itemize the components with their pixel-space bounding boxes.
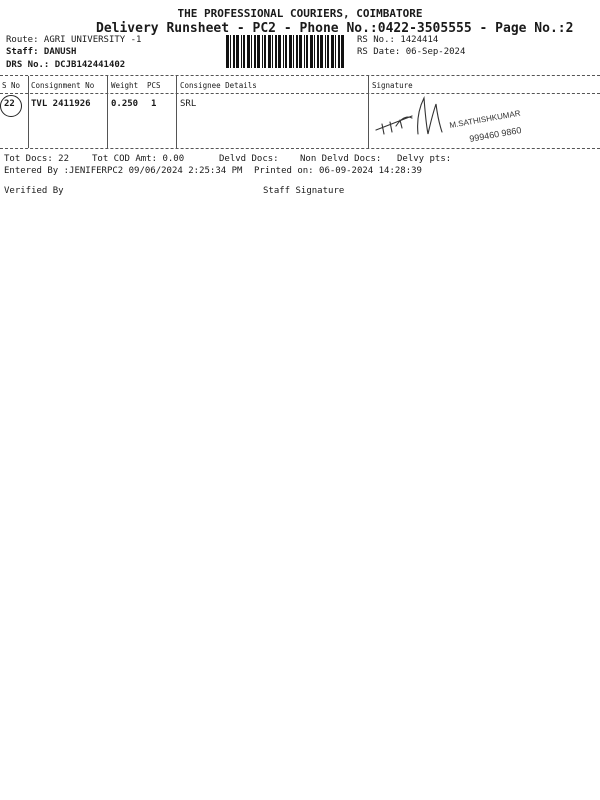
verified-by-label: Verified By (4, 186, 64, 196)
barcode-bar (268, 35, 271, 68)
barcode-bar (226, 35, 229, 68)
staff-signature-label: Staff Signature (263, 186, 345, 196)
col-header-consignee: Consignee Details (180, 81, 257, 90)
svg-text:999460 9860: 999460 9860 (469, 125, 523, 144)
barcode-bar (310, 35, 313, 68)
barcode-bar (272, 35, 273, 68)
barcode-bar (338, 35, 340, 68)
barcode-bar (304, 35, 305, 68)
barcode-bar (306, 35, 308, 68)
route: Route: AGRI UNIVERSITY -1 (6, 35, 142, 45)
barcode-bar (278, 35, 281, 68)
barcode-bar (296, 35, 298, 68)
barcode (226, 35, 348, 68)
barcode-bar (331, 35, 334, 68)
divider (0, 93, 600, 94)
delivery-points: Delvy pts: (397, 154, 452, 164)
barcode-bar (285, 35, 287, 68)
barcode-bar (335, 35, 336, 68)
column-divider (28, 76, 29, 148)
rs-date: RS Date: 06-Sep-2024 (357, 47, 466, 57)
barcode-bar (251, 35, 252, 68)
barcode-bar (247, 35, 250, 68)
barcode-bar (254, 35, 256, 68)
col-header-signature: Signature (372, 81, 413, 90)
barcode-bar (299, 35, 302, 68)
barcode-bar (289, 35, 292, 68)
column-divider (176, 76, 177, 148)
non-delivered-docs: Non Delvd Docs: (300, 154, 382, 164)
barcode-bar (264, 35, 266, 68)
barcode-bar (317, 35, 319, 68)
col-header-pcs: PCS (147, 81, 161, 90)
page-title: Delivery Runsheet - PC2 - Phone No.:0422… (96, 21, 574, 36)
cell-pcs: 1 (151, 99, 157, 109)
barcode-bar (341, 35, 344, 68)
col-header-consignment: Consignment No (31, 81, 95, 90)
column-divider (368, 76, 369, 148)
total-docs: Tot Docs: 22 (4, 154, 70, 164)
barcode-bar (233, 35, 235, 68)
barcode-bar (325, 35, 326, 68)
barcode-bar (293, 35, 294, 68)
company-name: THE PROFESSIONAL COURIERS, COIMBATORE (177, 7, 423, 20)
cell-consignee: SRL (180, 99, 197, 109)
handwritten-signature: M.SATHISHKUMAR 999460 9860 (375, 95, 523, 144)
cell-sno: 22 (4, 99, 15, 109)
column-divider (107, 76, 108, 148)
col-header-weight: Weight (111, 81, 139, 90)
total-cod-amount: Tot COD Amt: 0.00 (92, 154, 185, 164)
cell-weight: 0.250 (111, 99, 139, 109)
circle-mark (0, 95, 22, 117)
barcode-bar (230, 35, 231, 68)
barcode-bar (241, 35, 242, 68)
col-header-sno: S No (2, 81, 21, 90)
divider (0, 75, 600, 76)
printed-on: Printed on: 06-09-2024 14:28:39 (254, 166, 422, 176)
barcode-bar (236, 35, 239, 68)
divider (0, 148, 600, 149)
delivered-docs: Delvd Docs: (219, 154, 279, 164)
cell-consignment-no: TVL 2411926 (31, 99, 91, 109)
barcode-bar (314, 35, 315, 68)
barcode-bar (275, 35, 277, 68)
barcode-bar (257, 35, 260, 68)
barcode-bar (243, 35, 245, 68)
rs-number: RS No.: 1424414 (357, 35, 439, 45)
entered-by: Entered By :JENIFERPC2 09/06/2024 2:25:3… (4, 166, 243, 176)
barcode-bar (320, 35, 323, 68)
barcode-bar (283, 35, 284, 68)
barcode-bar (327, 35, 329, 68)
staff: Staff: DANUSH (6, 47, 77, 57)
drs-number: DRS No.: DCJB142441402 (6, 60, 126, 70)
barcode-bar (262, 35, 263, 68)
